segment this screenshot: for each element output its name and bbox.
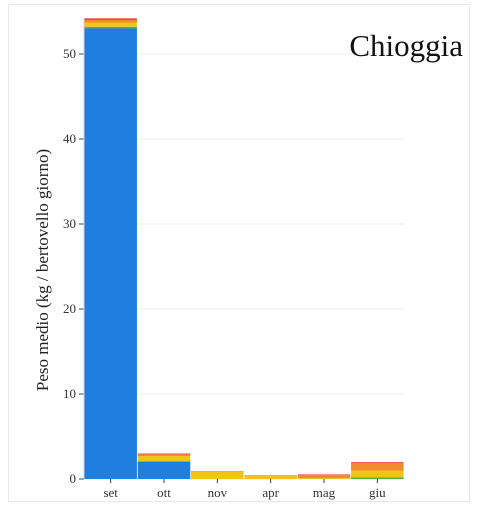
bar-segment-nov-3 [191, 470, 244, 472]
bar-segment-giu-2 [351, 470, 404, 478]
chart-title: Chioggia [349, 28, 463, 63]
y-tick-label: 10 [63, 386, 76, 401]
x-tick-label-mag: mag [313, 485, 336, 500]
bar-segment-ott-3 [137, 454, 191, 457]
bar-segment-set-3 [84, 20, 137, 23]
bar-segment-ott-0 [137, 462, 191, 479]
axes: 0 10 20 30 40 50 set ott nov apr mag giu [63, 20, 386, 500]
bar-segment-ott-4 [137, 453, 191, 455]
bar-segment-mag-4 [297, 474, 351, 475]
x-tick-label-nov: nov [208, 485, 228, 500]
bar-segment-ott-2 [137, 456, 191, 462]
bar-segment-ott-1 [137, 461, 191, 462]
bar-segment-mag-2 [297, 478, 351, 479]
y-tick-label: 0 [70, 471, 77, 486]
bars [84, 18, 404, 479]
bar-segment-apr-3 [244, 475, 297, 476]
bar-segment-set-1 [84, 26, 137, 29]
bar-segment-giu-4 [351, 462, 404, 463]
bar-segment-set-0 [84, 28, 137, 479]
bar-segment-giu-3 [351, 462, 404, 471]
y-tick-label: 40 [63, 131, 76, 146]
x-tick-label-ott: ott [157, 485, 171, 500]
x-tick-label-apr: apr [262, 485, 279, 500]
grid-lines [84, 53, 404, 480]
y-axis-title: Peso medio (kg / bertovello giorno) [33, 149, 52, 391]
y-tick-label: 50 [63, 46, 76, 61]
x-tick-label-set: set [103, 485, 118, 500]
bar-segment-giu-1 [351, 477, 404, 479]
x-tick-label-giu: giu [369, 485, 386, 500]
bar-segment-set-4 [84, 18, 137, 20]
bar-segment-nov-2 [191, 471, 244, 479]
bar-segment-apr-2 [244, 475, 297, 479]
bar-segment-set-2 [84, 22, 137, 27]
bar-segment-mag-3 [297, 474, 351, 479]
y-tick-label: 30 [63, 216, 76, 231]
y-tick-label: 20 [63, 301, 76, 316]
